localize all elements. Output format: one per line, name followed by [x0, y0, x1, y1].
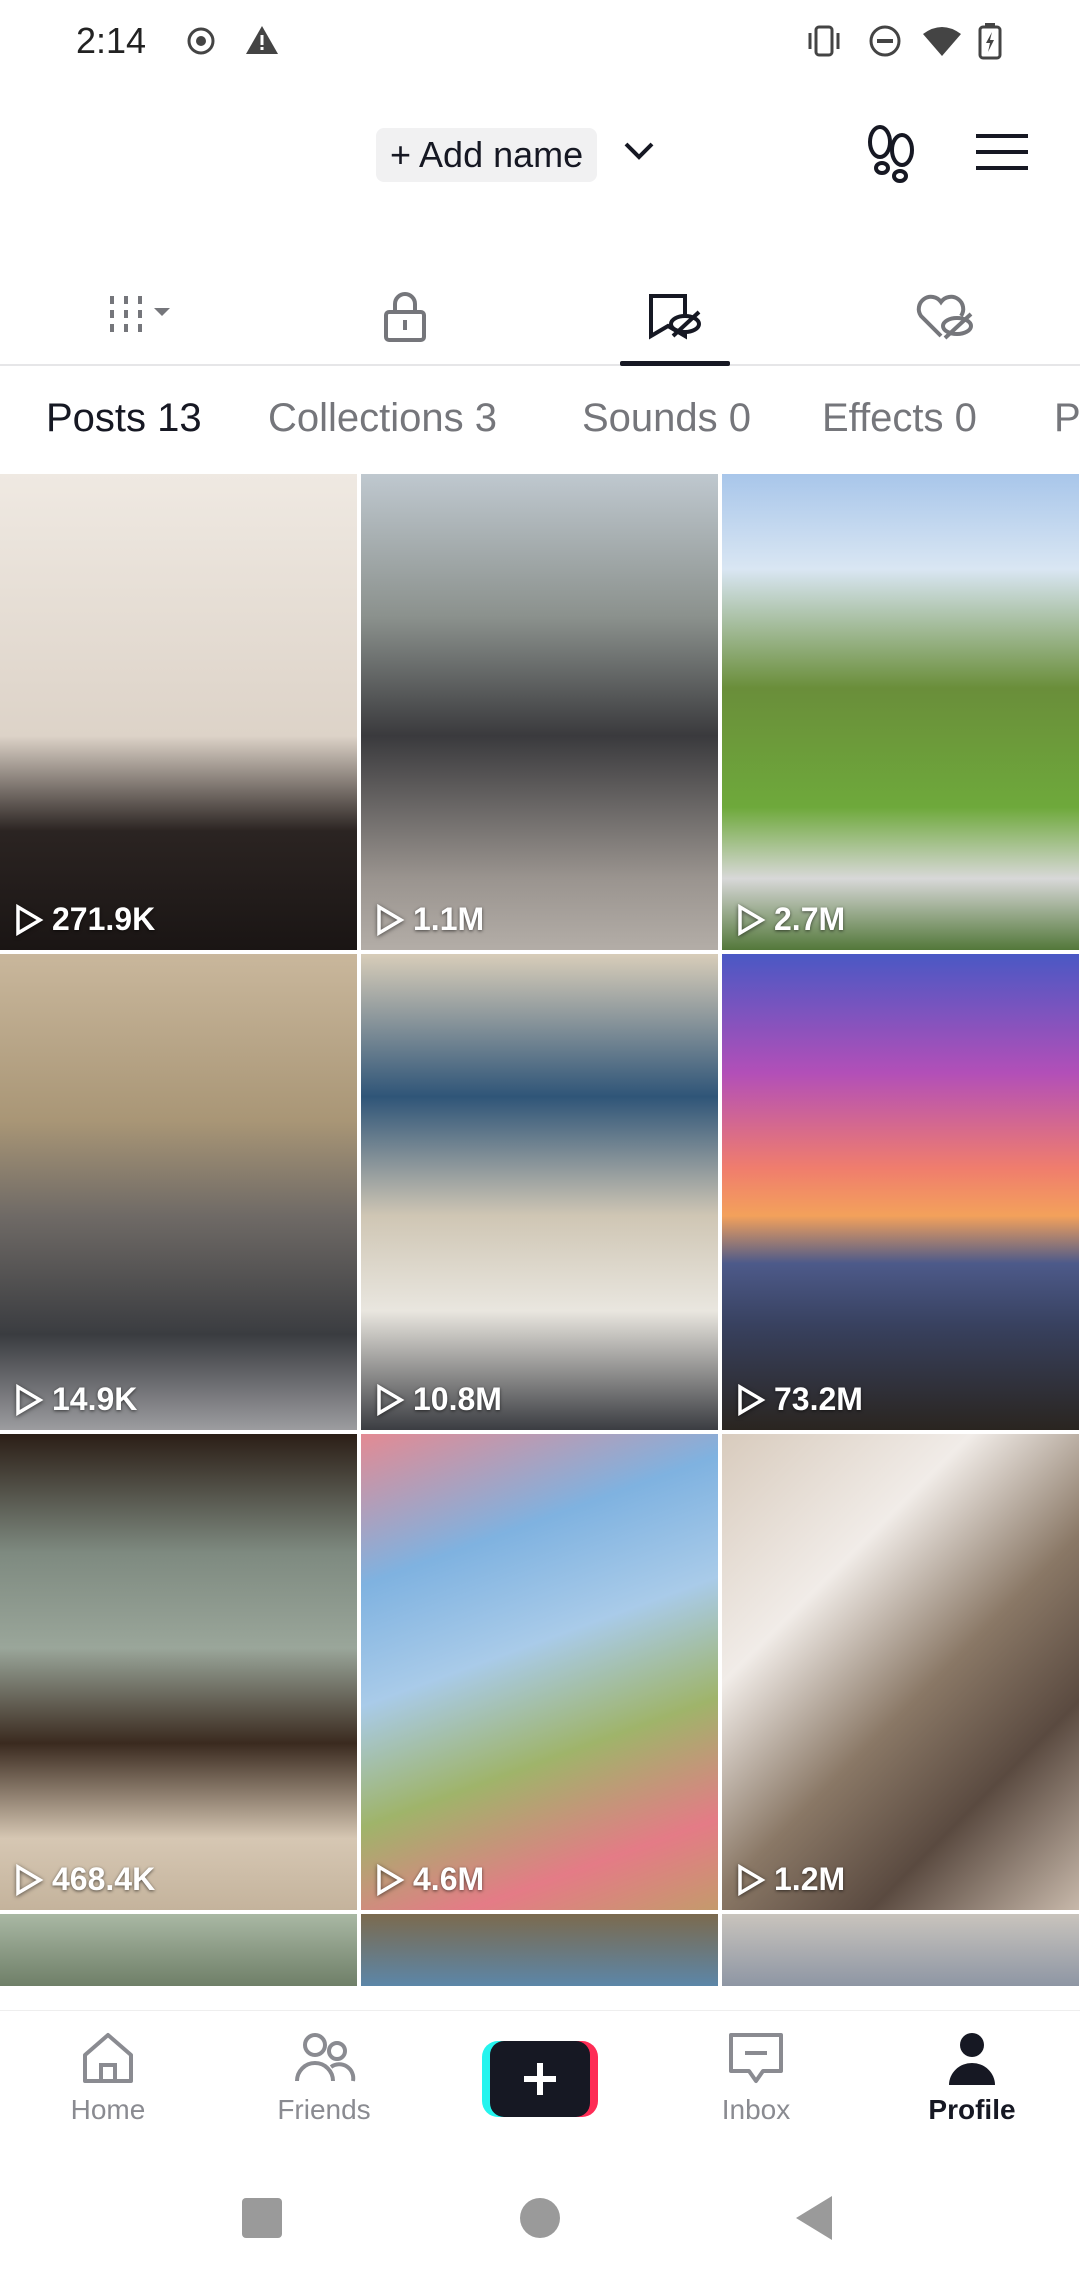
profile-icon-tabs	[0, 270, 1080, 366]
bottom-navigation: Home Friends Inbox Profile	[0, 2010, 1080, 2151]
recents-icon[interactable]	[240, 2196, 284, 2240]
tab-collections[interactable]: Collections 3	[268, 396, 498, 440]
post-thumbnail[interactable]: 1.1M	[361, 474, 718, 950]
nav-home-label: Home	[70, 2094, 146, 2125]
view-count: 1.1M	[375, 901, 484, 938]
tab-posts[interactable]: Posts 13	[46, 396, 202, 440]
home-icon	[83, 2033, 133, 2083]
system-navigation-bar	[0, 2150, 1080, 2280]
tab-videos-grid[interactable]	[86, 270, 196, 364]
nav-inbox[interactable]: Inbox	[676, 2029, 836, 2126]
footprint-icon[interactable]	[862, 122, 922, 186]
warning-icon	[246, 26, 278, 54]
post-thumbnail[interactable]: 10.8M	[361, 954, 718, 1430]
view-count-text: 10.8M	[413, 1381, 502, 1417]
add-name-button[interactable]: + Add name	[376, 128, 598, 182]
view-count-text: 271.9K	[52, 901, 156, 937]
post-thumbnail[interactable]: 4.6M	[361, 1434, 718, 1910]
play-icon	[16, 1863, 44, 1896]
view-count-text: 468.4K	[52, 1861, 156, 1897]
status-time: 2:14	[76, 20, 147, 61]
posts-grid: 271.9K 1.1M 2.7M 14.9K 10.8M 73.2M 468.4…	[0, 474, 1080, 1986]
profile-icon	[949, 2033, 995, 2085]
view-count: 10.8M	[375, 1381, 502, 1418]
post-thumbnail[interactable]: 2.7M	[722, 474, 1079, 950]
nav-friends-label: Friends	[277, 2094, 371, 2125]
wifi-icon	[923, 27, 961, 56]
inbox-icon	[729, 2033, 783, 2083]
create-button[interactable]	[482, 2041, 598, 2117]
play-icon	[738, 903, 766, 936]
battery-icon	[978, 23, 1002, 60]
tab-sounds[interactable]: Sounds 0	[582, 396, 752, 440]
bookmark-hidden-icon	[649, 294, 701, 340]
post-thumbnail[interactable]: 468.4K	[0, 1434, 357, 1910]
play-icon	[738, 1863, 766, 1896]
nav-profile-label: Profile	[928, 2094, 1016, 2125]
post-thumbnail[interactable]: 73.2M	[722, 954, 1079, 1430]
post-thumbnail[interactable]	[0, 1914, 357, 1986]
view-count: 1.2M	[736, 1861, 845, 1898]
view-count-text: 2.7M	[774, 901, 846, 937]
friends-icon	[295, 2033, 356, 2082]
tab-private[interactable]	[350, 270, 460, 364]
nav-profile[interactable]: Profile	[892, 2029, 1052, 2126]
view-count-text: 14.9K	[52, 1381, 138, 1417]
vibrate-icon	[808, 25, 840, 57]
grid-filter-icon	[110, 296, 170, 332]
play-icon	[16, 1383, 44, 1416]
menu-icon[interactable]	[974, 130, 1030, 174]
profile-header: + Add name	[0, 100, 1080, 210]
nav-friends[interactable]: Friends	[244, 2029, 404, 2126]
view-count-text: 73.2M	[774, 1381, 863, 1417]
view-count-text: 1.2M	[774, 1861, 846, 1897]
tab-effects[interactable]: Effects 0	[822, 396, 977, 440]
tab-favorites-hidden[interactable]	[620, 270, 730, 366]
view-count: 2.7M	[736, 901, 845, 938]
post-thumbnail[interactable]: 14.9K	[0, 954, 357, 1430]
status-bar: 2:14	[0, 0, 1080, 86]
post-thumbnail[interactable]: 1.2M	[722, 1434, 1079, 1910]
chevron-down-icon[interactable]	[622, 138, 656, 164]
play-icon	[377, 903, 405, 936]
play-icon	[377, 1383, 405, 1416]
post-thumbnail[interactable]	[361, 1914, 718, 1986]
plus-icon	[524, 2063, 556, 2095]
heart-hidden-icon	[916, 294, 973, 340]
view-count-text: 4.6M	[413, 1861, 485, 1897]
tab-more[interactable]: P	[1054, 396, 1080, 440]
view-count: 4.6M	[375, 1861, 484, 1898]
nav-inbox-label: Inbox	[721, 2094, 791, 2125]
play-icon	[738, 1383, 766, 1416]
post-thumbnail[interactable]: 271.9K	[0, 474, 357, 950]
view-count: 468.4K	[14, 1861, 155, 1898]
play-icon	[16, 903, 44, 936]
view-count: 271.9K	[14, 901, 155, 938]
lock-icon	[384, 292, 426, 342]
play-icon	[377, 1863, 405, 1896]
view-count-text: 1.1M	[413, 901, 485, 937]
record-icon	[187, 27, 215, 55]
do-not-disturb-icon	[869, 25, 901, 57]
view-count: 14.9K	[14, 1381, 137, 1418]
home-circle-icon[interactable]	[518, 2196, 562, 2240]
back-icon[interactable]	[792, 2194, 836, 2242]
nav-home[interactable]: Home	[28, 2029, 188, 2126]
tab-liked-hidden[interactable]	[890, 270, 1000, 364]
post-thumbnail[interactable]	[722, 1914, 1079, 1986]
content-tabs: Posts 13 Collections 3 Sounds 0 Effects …	[0, 364, 1080, 474]
view-count: 73.2M	[736, 1381, 863, 1418]
